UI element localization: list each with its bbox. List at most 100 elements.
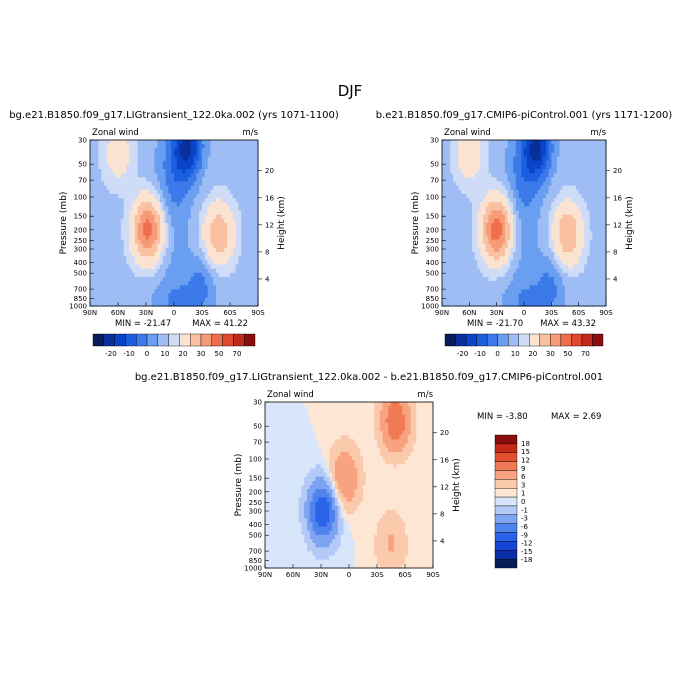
heatmap-cell xyxy=(165,276,169,282)
heatmap-cell xyxy=(515,239,520,245)
heatmap-cell xyxy=(154,289,158,295)
colorbar-label: 20 xyxy=(528,350,537,358)
heatmap-cell xyxy=(570,281,574,286)
heatmap-cell xyxy=(126,173,130,178)
heatmap-cell xyxy=(115,276,119,282)
heatmap-cell xyxy=(556,289,561,295)
heatmap-cell xyxy=(521,169,525,174)
heatmap-cell xyxy=(134,252,139,257)
heatmap-cell xyxy=(196,297,200,303)
heatmap-cell xyxy=(592,231,596,237)
heatmap-cell xyxy=(562,260,566,266)
heatmap-cell xyxy=(160,156,164,162)
heatmap-cell xyxy=(199,169,203,174)
heatmap-cell xyxy=(123,293,127,299)
heatmap-cell xyxy=(474,231,479,237)
heatmap-cell xyxy=(540,206,544,212)
heatmap-cell xyxy=(246,181,251,187)
heatmap-cell xyxy=(567,218,572,224)
heatmap-cell xyxy=(504,239,509,245)
heatmap-cell xyxy=(137,198,141,203)
heatmap-cell xyxy=(480,223,484,228)
heatmap-cell xyxy=(213,177,217,183)
heatmap-cell xyxy=(504,285,509,290)
heatmap-cell xyxy=(106,293,111,299)
heatmap-cell xyxy=(469,185,473,191)
heatmap-cell xyxy=(565,281,569,286)
heatmap-cell xyxy=(447,281,451,286)
heatmap-cell xyxy=(185,148,189,154)
heatmap-cell xyxy=(171,289,175,295)
heatmap-cell xyxy=(210,218,214,224)
heatmap-cell xyxy=(524,164,528,170)
heatmap-cell xyxy=(157,285,161,290)
heatmap-cell xyxy=(565,173,569,178)
heatmap-cell xyxy=(307,402,311,407)
heatmap-cell xyxy=(518,202,522,207)
heatmap-cell xyxy=(597,268,602,274)
heatmap-cell xyxy=(95,243,99,249)
heatmap-cell xyxy=(545,231,550,237)
heatmap-cell xyxy=(241,243,245,249)
heatmap-cell xyxy=(95,231,99,237)
heatmap-cell xyxy=(129,252,133,257)
heatmap-cell xyxy=(118,140,122,145)
heatmap-cell xyxy=(244,185,248,191)
heatmap-cell xyxy=(472,301,476,307)
heatmap-cell xyxy=(213,189,217,195)
y-axis-title: Pressure (mb) xyxy=(59,192,69,255)
heatmap-cell xyxy=(556,140,561,145)
heatmap-cell xyxy=(101,227,105,232)
heatmap-cell xyxy=(235,156,239,162)
heatmap-cell xyxy=(554,198,558,203)
heatmap-cell xyxy=(540,285,544,290)
heatmap-cell xyxy=(193,281,197,286)
heatmap-cell xyxy=(218,156,223,162)
heatmap-cell xyxy=(474,140,479,145)
heatmap-cell xyxy=(218,181,223,187)
heatmap-cell xyxy=(207,289,211,295)
heatmap-cell xyxy=(469,223,473,228)
heatmap-cell xyxy=(581,144,585,149)
heatmap-cell xyxy=(196,239,200,245)
heatmap-cell xyxy=(154,181,158,187)
heatmap-cell xyxy=(106,243,111,249)
heatmap-cell xyxy=(255,272,259,278)
heatmap-cell xyxy=(573,289,577,295)
heatmap-cell xyxy=(218,218,223,224)
heatmap-cell xyxy=(185,218,189,224)
right-axis-title: Height (km) xyxy=(277,196,287,250)
heatmap-cell xyxy=(118,268,122,274)
heatmap-cell xyxy=(493,293,498,299)
heatmap-cell xyxy=(575,164,580,170)
heatmap-cell xyxy=(193,177,197,183)
heatmap-cell xyxy=(227,185,231,191)
heatmap-cell xyxy=(202,156,206,162)
heatmap-cell xyxy=(559,214,563,220)
heatmap-cell xyxy=(185,231,189,237)
heatmap-cell xyxy=(210,293,214,299)
heatmap-cell xyxy=(224,297,228,303)
heatmap-cell xyxy=(515,185,520,191)
heatmap-cell xyxy=(515,202,520,207)
heatmap-cell xyxy=(466,144,470,149)
heatmap-cell xyxy=(496,148,500,154)
heatmap-cell xyxy=(188,210,192,216)
heatmap-cell xyxy=(185,160,189,166)
heatmap-cell xyxy=(458,227,462,232)
heatmap-cell xyxy=(132,301,136,307)
heatmap-cell xyxy=(129,185,133,191)
heatmap-cell xyxy=(92,243,97,249)
heatmap-cell xyxy=(109,140,113,145)
heatmap-cell xyxy=(477,252,481,257)
heatmap-cell xyxy=(581,218,585,224)
heatmap-cell xyxy=(157,231,161,237)
heatmap-cell xyxy=(244,152,248,158)
heatmap-cell xyxy=(493,235,498,241)
heatmap-cell xyxy=(597,272,602,278)
heatmap-cell xyxy=(573,156,577,162)
heatmap-cell xyxy=(529,297,533,303)
heatmap-cell xyxy=(199,272,203,278)
heatmap-cell xyxy=(510,252,514,257)
heatmap-cell xyxy=(466,214,470,220)
